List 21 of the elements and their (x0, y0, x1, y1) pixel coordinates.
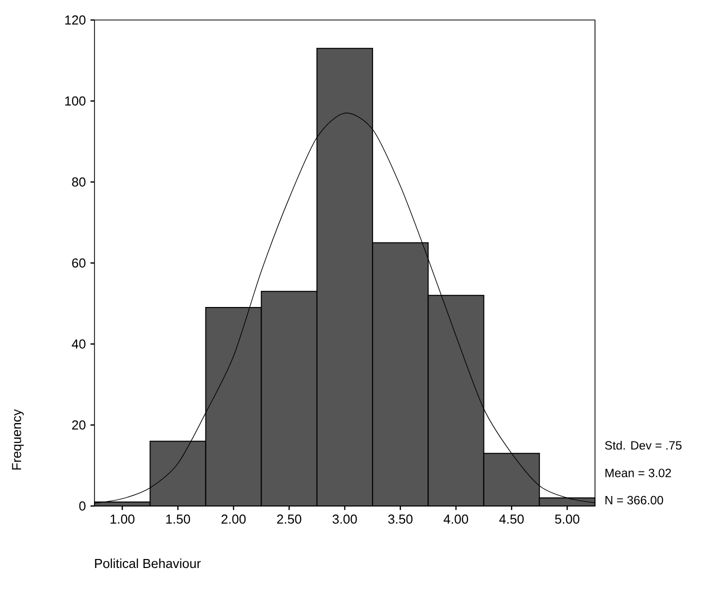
y-tick-label: 120 (65, 15, 86, 25)
y-axis-title: Frequency (12, 409, 24, 470)
x-tick-label: 3.00 (332, 514, 357, 524)
x-tick-label: 4.50 (499, 514, 524, 524)
x-tick-label: 1.00 (110, 514, 134, 524)
x-tick-label: 3.50 (388, 514, 412, 524)
y-tick-label: 100 (65, 96, 86, 106)
x-tick-label: 1.50 (166, 514, 190, 524)
y-tick-label: 20 (72, 420, 86, 430)
y-tick-label: 0 (79, 501, 86, 511)
y-tick-label: 80 (72, 177, 86, 187)
x-tick-label: 2.00 (222, 514, 246, 524)
x-tick-label: 4.00 (444, 514, 468, 524)
x-tick-label: 5.00 (555, 514, 580, 524)
text: Mean = 3.02 (606, 468, 671, 478)
x-tick-label: 2.50 (277, 514, 302, 524)
text: N = 366.00 (606, 496, 664, 504)
y-tick-label: 60 (72, 258, 86, 268)
x-axis-title: Political Behaviour (95, 558, 201, 568)
y-tick-label: 40 (72, 339, 86, 349)
text: Std. Dev = .75 (605, 440, 682, 450)
